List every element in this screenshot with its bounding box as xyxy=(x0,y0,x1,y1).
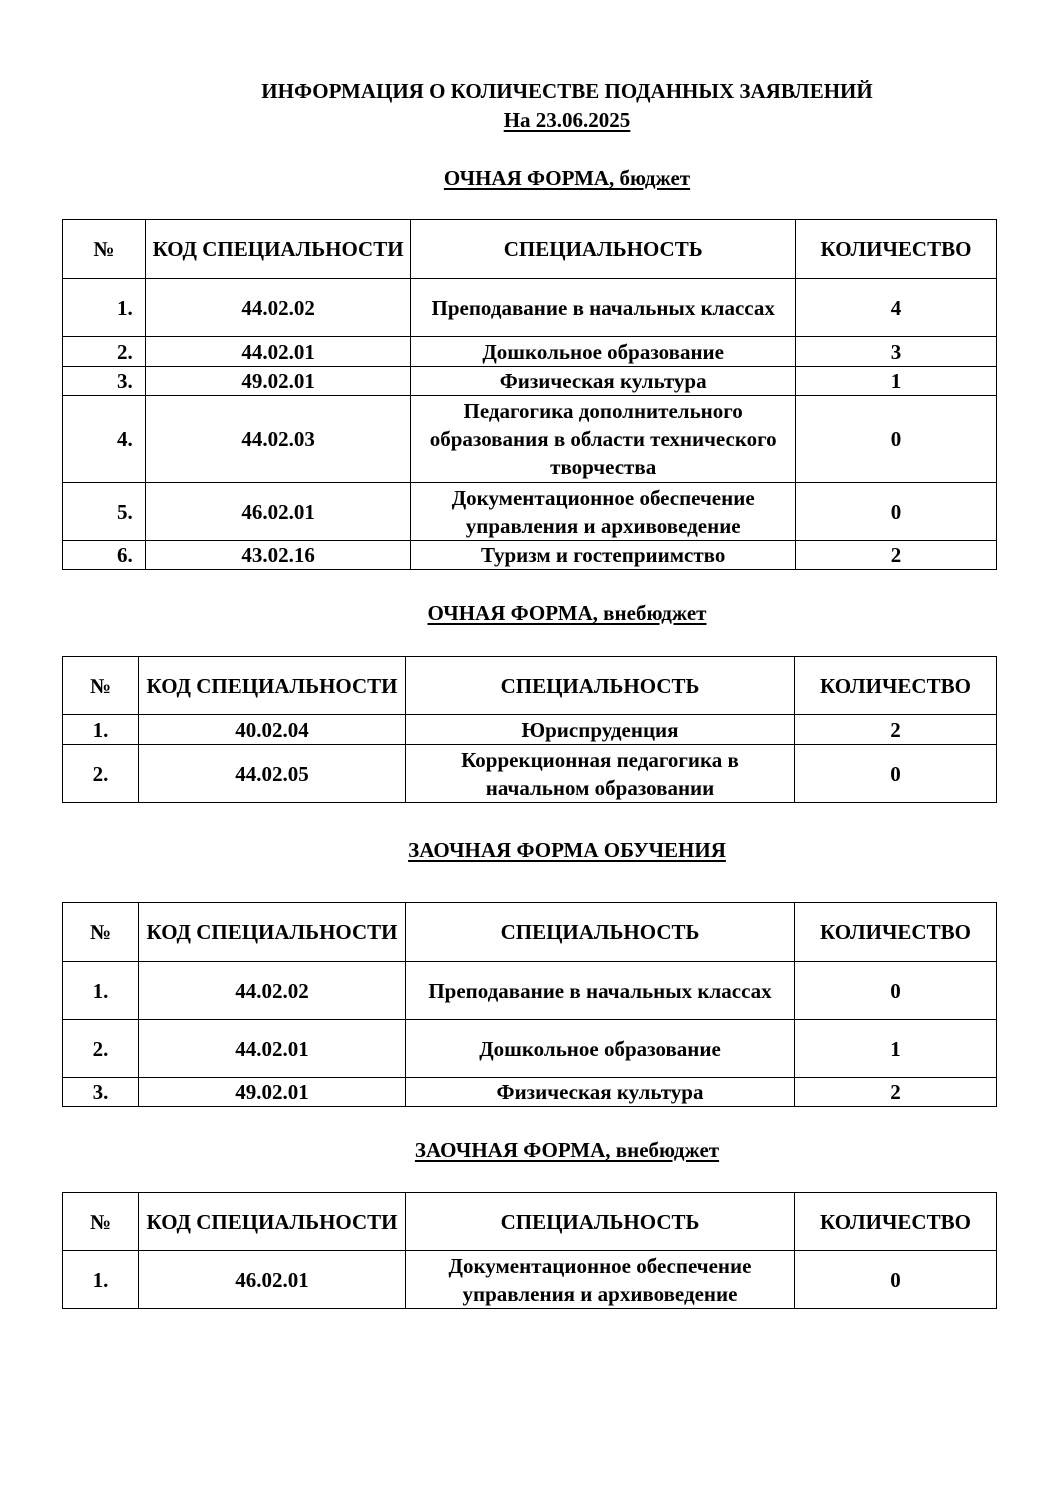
specialty-name: Туризм и гостеприимство xyxy=(410,540,796,570)
application-count: 0 xyxy=(794,961,997,1020)
specialty-code: 43.02.16 xyxy=(144,540,412,570)
table-row: 4. 44.02.03 Педагогика дополнительного обр… xyxy=(62,395,998,483)
column-header: КОД СПЕЦИАЛЬНОСТИ xyxy=(144,219,412,279)
row-number: 1. xyxy=(62,278,146,337)
column-header: КОД СПЕЦИАЛЬНОСТИ xyxy=(138,1192,406,1251)
specialty-name: Документационное обеспечение управления … xyxy=(405,1250,795,1309)
table-header-row: № КОД СПЕЦИАЛЬНОСТИ СПЕЦИАЛЬНОСТЬ КОЛИЧЕСТВ… xyxy=(62,656,997,715)
row-number: 6. xyxy=(62,540,146,570)
specialty-code: 49.02.01 xyxy=(144,366,412,396)
column-header: № xyxy=(62,656,139,715)
table-row: 1. 44.02.02 Преподавание в начальных класс… xyxy=(62,961,997,1020)
column-header: КОЛИЧЕСТВО xyxy=(794,219,998,279)
row-number: 2. xyxy=(62,744,139,803)
section-heading-text: ЗАОЧНАЯ ФОРМА, внебюджет xyxy=(414,1138,720,1162)
row-number: 3. xyxy=(62,366,146,396)
specialty-name: Коррекционная педагогика в начальном обр… xyxy=(405,744,795,803)
section-heading: ЗАОЧНАЯ ФОРМА ОБУЧЕНИЯ xyxy=(0,837,1058,863)
table-row: 1. 46.02.01 Документационное обеспечение у… xyxy=(62,1250,997,1309)
application-count: 0 xyxy=(794,482,998,541)
application-count: 1 xyxy=(794,1019,997,1078)
specialty-name: Преподавание в начальных классах xyxy=(410,278,796,337)
specialty-code: 44.02.02 xyxy=(144,278,412,337)
application-count: 2 xyxy=(794,1077,997,1107)
column-header: № xyxy=(62,902,139,962)
specialty-name: Физическая культура xyxy=(405,1077,795,1107)
application-count: 2 xyxy=(794,714,997,745)
row-number: 2. xyxy=(62,336,146,367)
table-header-row: № КОД СПЕЦИАЛЬНОСТИ СПЕЦИАЛЬНОСТЬ КОЛИЧЕСТВ… xyxy=(62,902,997,962)
specialty-code: 44.02.03 xyxy=(144,395,412,483)
document-date: На 23.06.2025 xyxy=(0,107,1058,133)
application-count: 3 xyxy=(794,336,998,367)
table-row: 1. 40.02.04 Юриспруденция 2 xyxy=(62,714,997,745)
table-header-row: № КОД СПЕЦИАЛЬНОСТИ СПЕЦИАЛЬНОСТЬ КОЛИЧЕСТВ… xyxy=(62,219,998,279)
table-row: 1. 44.02.02 Преподавание в начальных класс… xyxy=(62,278,998,337)
row-number: 3. xyxy=(62,1077,139,1107)
column-header: СПЕЦИАЛЬНОСТЬ xyxy=(405,656,795,715)
column-header: КОД СПЕЦИАЛЬНОСТИ xyxy=(138,656,406,715)
column-header: СПЕЦИАЛЬНОСТЬ xyxy=(410,219,796,279)
applications-table: № КОД СПЕЦИАЛЬНОСТИ СПЕЦИАЛЬНОСТЬ КОЛИЧЕСТВ… xyxy=(62,902,997,1107)
column-header: КОЛИЧЕСТВО xyxy=(794,656,997,715)
document-title: ИНФОРМАЦИЯ О КОЛИЧЕСТВЕ ПОДАННЫХ ЗАЯВЛЕН… xyxy=(261,79,873,103)
specialty-code: 40.02.04 xyxy=(138,714,406,745)
row-number: 2. xyxy=(62,1019,139,1078)
application-count: 0 xyxy=(794,395,998,483)
applications-table: № КОД СПЕЦИАЛЬНОСТИ СПЕЦИАЛЬНОСТЬ КОЛИЧЕСТВ… xyxy=(62,219,998,570)
column-header: СПЕЦИАЛЬНОСТЬ xyxy=(405,902,795,962)
specialty-name: Дошкольное образование xyxy=(410,336,796,367)
specialty-code: 44.02.05 xyxy=(138,744,406,803)
table-row: 3. 49.02.01 Физическая культура 2 xyxy=(62,1077,997,1107)
table-row: 3. 49.02.01 Физическая культура 1 xyxy=(62,366,998,396)
table-header-row: № КОД СПЕЦИАЛЬНОСТИ СПЕЦИАЛЬНОСТЬ КОЛИЧЕСТВ… xyxy=(62,1192,997,1251)
specialty-code: 44.02.01 xyxy=(144,336,412,367)
application-count: 4 xyxy=(794,278,998,337)
table-row: 2. 44.02.05 Коррекционная педагогика в нач… xyxy=(62,744,997,803)
specialty-code: 46.02.01 xyxy=(138,1250,406,1309)
application-count: 0 xyxy=(794,1250,997,1309)
specialty-name: Педагогика дополнительного образования в… xyxy=(410,395,796,483)
specialty-name: Физическая культура xyxy=(410,366,796,396)
row-number: 1. xyxy=(62,961,139,1020)
column-header: № xyxy=(62,1192,139,1251)
specialty-name: Документационное обеспечение управления … xyxy=(410,482,796,541)
date-text: На 23.06.2025 xyxy=(503,108,631,132)
table-row: 5. 46.02.01 Документационное обеспечение у… xyxy=(62,482,998,541)
table-row: 6. 43.02.16 Туризм и гостеприимство 2 xyxy=(62,540,998,570)
column-header: СПЕЦИАЛЬНОСТЬ xyxy=(405,1192,795,1251)
section-heading-text: ОЧНАЯ ФОРМА, бюджет xyxy=(443,166,691,190)
row-number: 5. xyxy=(62,482,146,541)
section-heading-text: ЗАОЧНАЯ ФОРМА ОБУЧЕНИЯ xyxy=(408,838,726,862)
specialty-code: 49.02.01 xyxy=(138,1077,406,1107)
section-heading: ОЧНАЯ ФОРМА, внебюджет xyxy=(0,600,1058,626)
specialty-name: Юриспруденция xyxy=(405,714,795,745)
section-heading: ЗАОЧНАЯ ФОРМА, внебюджет xyxy=(0,1137,1058,1163)
table-row: 2. 44.02.01 Дошкольное образование 1 xyxy=(62,1019,997,1078)
specialty-name: Дошкольное образование xyxy=(405,1019,795,1078)
row-number: 4. xyxy=(62,395,146,483)
applications-table: № КОД СПЕЦИАЛЬНОСТИ СПЕЦИАЛЬНОСТЬ КОЛИЧЕСТВ… xyxy=(62,656,997,803)
specialty-code: 46.02.01 xyxy=(144,482,412,541)
row-number: 1. xyxy=(62,714,139,745)
specialty-name: Преподавание в начальных классах xyxy=(405,961,795,1020)
column-header: № xyxy=(62,219,146,279)
application-count: 1 xyxy=(794,366,998,396)
column-header: КОД СПЕЦИАЛЬНОСТИ xyxy=(138,902,406,962)
section-heading-text: ОЧНАЯ ФОРМА, внебюджет xyxy=(427,601,707,625)
column-header: КОЛИЧЕСТВО xyxy=(794,1192,997,1251)
application-count: 0 xyxy=(794,744,997,803)
table-row: 2. 44.02.01 Дошкольное образование 3 xyxy=(62,336,998,367)
applications-table: № КОД СПЕЦИАЛЬНОСТИ СПЕЦИАЛЬНОСТЬ КОЛИЧЕСТВ… xyxy=(62,1192,997,1309)
section-heading: ОЧНАЯ ФОРМА, бюджет xyxy=(0,165,1058,191)
application-count: 2 xyxy=(794,540,998,570)
specialty-code: 44.02.02 xyxy=(138,961,406,1020)
specialty-code: 44.02.01 xyxy=(138,1019,406,1078)
row-number: 1. xyxy=(62,1250,139,1309)
column-header: КОЛИЧЕСТВО xyxy=(794,902,997,962)
